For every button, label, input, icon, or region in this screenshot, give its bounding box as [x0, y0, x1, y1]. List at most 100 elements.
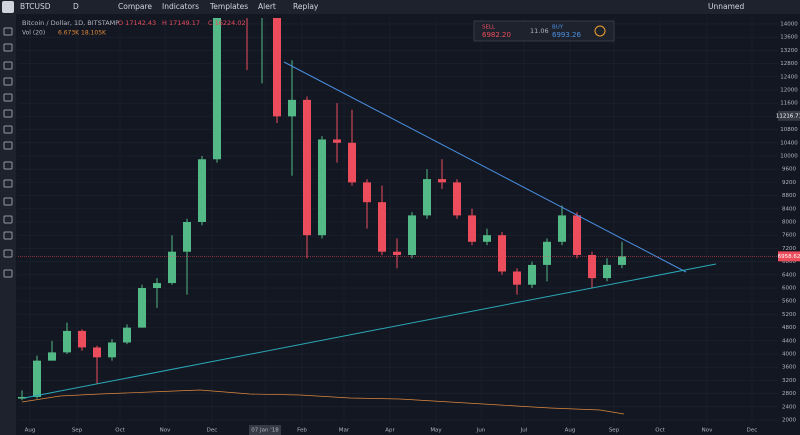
- time-tick-label: Jun: [476, 428, 486, 434]
- tool-icon[interactable]: [3, 43, 13, 52]
- candle-body: [318, 139, 326, 236]
- sell-label[interactable]: SELL: [482, 25, 496, 31]
- toolbar-item[interactable]: Replay: [293, 2, 319, 11]
- price-tick-label: 10400: [780, 140, 798, 146]
- candle-body: [423, 179, 431, 216]
- time-tick-label: Dec: [207, 428, 218, 434]
- price-tick-label: 2800: [782, 391, 796, 397]
- price-tick-label: 11600: [780, 101, 798, 107]
- time-tick-label: Aug: [25, 428, 36, 434]
- candle-body: [588, 255, 596, 279]
- candle-body: [48, 352, 56, 361]
- price-tick-label: 8800: [782, 193, 796, 199]
- candle-body: [528, 264, 536, 285]
- tool-icon[interactable]: [3, 93, 13, 102]
- sell-price[interactable]: 6982.20: [482, 31, 511, 39]
- price-tick-label: 14000: [780, 21, 798, 27]
- toolbar-item[interactable]: Templates: [209, 2, 248, 11]
- price-tick-label: 12800: [780, 61, 798, 67]
- legend-volume: Vol (20): [22, 30, 45, 37]
- toolbar-item[interactable]: Compare: [118, 2, 152, 11]
- buy-price[interactable]: 6993.26: [552, 31, 581, 39]
- time-tick-label: Nov: [702, 428, 713, 434]
- price-tick-label: 8000: [782, 219, 796, 225]
- candle-body: [333, 139, 341, 143]
- candle-body: [33, 360, 41, 397]
- price-tick-label: 4400: [782, 338, 796, 344]
- layout-name[interactable]: Unnamed: [708, 2, 745, 11]
- price-tick-label: 3200: [782, 378, 796, 384]
- time-tick-label: Apr: [385, 428, 395, 434]
- price-tick-label: 2400: [782, 404, 796, 410]
- drawing-tools: [3, 27, 13, 278]
- candle-body: [138, 288, 146, 328]
- candle-body: [378, 202, 386, 252]
- price-tick-label: 12400: [780, 74, 798, 80]
- time-tick-label: Oct: [655, 428, 665, 434]
- time-tick-label: Dec: [747, 428, 758, 434]
- candle-body: [18, 396, 26, 399]
- candle-body: [573, 215, 581, 256]
- toolbar-item[interactable]: Indicators: [162, 2, 199, 11]
- tool-icon[interactable]: [3, 141, 13, 150]
- buy-label[interactable]: BUY: [552, 25, 564, 31]
- tool-icon[interactable]: [3, 125, 13, 134]
- tool-icon[interactable]: [3, 27, 13, 36]
- price-axis: 2000 2400 2800 3200 3600 4000 4400 4800 5200 5600…: [778, 18, 800, 425]
- candle-body: [123, 327, 131, 343]
- candle-body: [618, 256, 626, 265]
- time-axis: Aug Sep Oct Nov Dec 07 Jan '18 Feb Mar Apr May Jun…: [25, 425, 758, 435]
- price-tick-label: 2000: [782, 418, 796, 424]
- candle-body: [438, 179, 446, 183]
- toolbar-item[interactable]: Alert: [258, 2, 276, 11]
- logo[interactable]: [2, 1, 14, 13]
- info-icon[interactable]: [594, 25, 606, 37]
- candle-body: [453, 182, 461, 216]
- tool-icon[interactable]: [3, 197, 13, 206]
- tool-icon[interactable]: [3, 249, 13, 258]
- last-price-badge: [778, 251, 800, 262]
- time-tick-label: Feb: [297, 428, 307, 434]
- price-tick-label: 6800: [782, 259, 796, 265]
- last-price-label: 6958.62: [778, 254, 800, 260]
- candle-body: [288, 99, 296, 117]
- interval[interactable]: D: [73, 2, 79, 11]
- tool-icon[interactable]: [3, 179, 13, 188]
- price-tick-label: 6000: [782, 286, 796, 292]
- candle-body: [468, 215, 476, 242]
- tool-icon[interactable]: [3, 269, 13, 278]
- tool-icon[interactable]: [3, 77, 13, 86]
- time-tick-label: Jul: [520, 428, 528, 434]
- legend-ohlc-value: C 16224.02: [208, 19, 246, 27]
- price-tick-label: 12000: [780, 87, 798, 93]
- symbol[interactable]: BTCUSD: [20, 2, 51, 11]
- time-tick-label: 07 Jan '18: [251, 428, 279, 434]
- candle-body: [78, 330, 86, 348]
- tool-icon[interactable]: [3, 231, 13, 240]
- tool-icon[interactable]: [3, 161, 13, 170]
- candle-body: [408, 215, 416, 256]
- candle-body: [168, 251, 176, 284]
- candle-body: [558, 215, 566, 242]
- candle-body: [498, 235, 506, 272]
- tool-icon[interactable]: [3, 215, 13, 224]
- price-tick-label: 7600: [782, 233, 796, 239]
- price-tick-label: 5600: [782, 299, 796, 305]
- candle-body: [198, 159, 206, 222]
- tool-icon[interactable]: [3, 61, 13, 70]
- trend-line-down[interactable]: [283, 61, 687, 273]
- time-label-bg: [249, 425, 281, 435]
- legend-ohlc-value: O 17142.43: [118, 19, 156, 27]
- candle-body: [363, 182, 371, 203]
- candle-body: [483, 235, 491, 242]
- candle-body: [393, 251, 401, 256]
- trend-line-up[interactable]: [23, 263, 717, 399]
- time-tick-label: Sep: [72, 428, 83, 434]
- tool-icon[interactable]: [3, 109, 13, 118]
- time-tick-label: Sep: [609, 428, 620, 434]
- candle-body: [213, 18, 221, 160]
- trade-widget: [473, 20, 615, 42]
- legend-volume-values: 6.673K 18.105K: [58, 30, 107, 37]
